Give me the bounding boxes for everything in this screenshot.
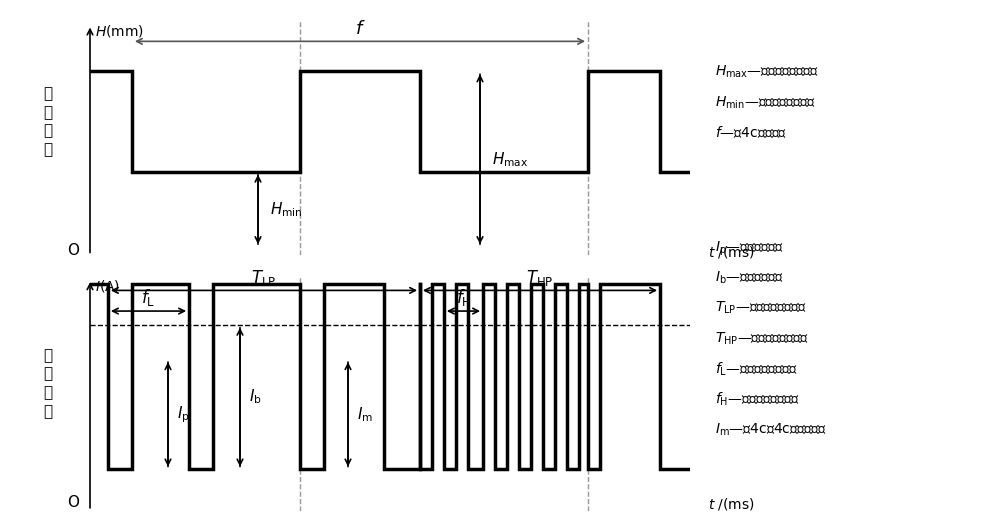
Text: O: O <box>67 495 79 510</box>
Text: $T_{\mathrm{HP}}$—高频脉冲电流时间: $T_{\mathrm{HP}}$—高频脉冲电流时间 <box>715 330 809 347</box>
Text: $H_{\mathrm{max}}$—鹨针最高位置高度: $H_{\mathrm{max}}$—鹨针最高位置高度 <box>715 64 819 80</box>
Text: $t$ /(ms): $t$ /(ms) <box>708 496 755 512</box>
Text: $I_{\mathrm{p}}$—峰値脉冲电流: $I_{\mathrm{p}}$—峰値脉冲电流 <box>715 239 784 257</box>
Text: $H_{\mathrm{min}}$—鹨针最低位置高度: $H_{\mathrm{min}}$—鹨针最低位置高度 <box>715 94 816 111</box>
Text: $I$(A): $I$(A) <box>95 278 120 294</box>
Text: $H_{\mathrm{min}}$: $H_{\mathrm{min}}$ <box>270 200 303 219</box>
Text: $H_{\mathrm{max}}$: $H_{\mathrm{max}}$ <box>492 150 528 169</box>
Text: $f_{\mathrm{H}}$: $f_{\mathrm{H}}$ <box>456 287 471 309</box>
Text: 焊
接
电
流: 焊 接 电 流 <box>43 348 53 419</box>
Text: $f_{\mathrm{H}}$—高频脉冲电流频率: $f_{\mathrm{H}}$—高频脉冲电流频率 <box>715 391 799 409</box>
Text: $f_{\mathrm{L}}$—低频脉冲电流频率: $f_{\mathrm{L}}$—低频脉冲电流频率 <box>715 361 797 378</box>
Text: $I_{\mathrm{b}}$—基値脉冲电流: $I_{\mathrm{b}}$—基値脉冲电流 <box>715 270 784 286</box>
Text: $I_{\mathrm{b}}$: $I_{\mathrm{b}}$ <box>249 388 262 406</box>
Text: $T_{\mathrm{LP}}$: $T_{\mathrm{LP}}$ <box>251 268 277 288</box>
Text: $T_{\mathrm{HP}}$: $T_{\mathrm{HP}}$ <box>526 268 554 288</box>
Text: 钨
针
高
度: 钨 针 高 度 <box>43 86 53 157</box>
Text: $f$: $f$ <box>355 20 365 38</box>
Text: O: O <box>67 243 79 258</box>
Text: $T_{\mathrm{LP}}$—低频脉冲电流时间: $T_{\mathrm{LP}}$—低频脉冲电流时间 <box>715 300 807 317</box>
Text: $I_{\mathrm{p}}$: $I_{\mathrm{p}}$ <box>177 404 190 425</box>
Text: $I_{\mathrm{m}}$—焉4c焉4c透直流电流: $I_{\mathrm{m}}$—焉4c焉4c透直流电流 <box>715 421 827 438</box>
Text: $f$—焉4c震荡频率: $f$—焉4c震荡频率 <box>715 124 787 140</box>
Text: $t$ /(ms): $t$ /(ms) <box>708 244 755 260</box>
Text: $H$(mm): $H$(mm) <box>95 23 144 39</box>
Text: $I_{\mathrm{m}}$: $I_{\mathrm{m}}$ <box>357 405 373 423</box>
Text: $f_{\mathrm{L}}$: $f_{\mathrm{L}}$ <box>141 287 156 309</box>
